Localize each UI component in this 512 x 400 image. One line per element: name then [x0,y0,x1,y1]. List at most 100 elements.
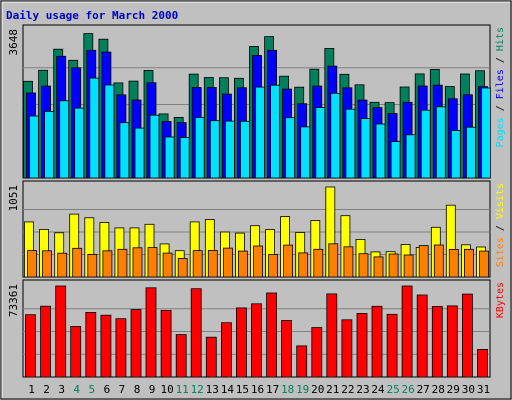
x-tick-label-day-23: 23 [356,383,369,396]
bar-sites-day-4 [72,247,83,278]
legend-item-visits: Visits [495,183,506,219]
x-tick-label-day-21: 21 [326,383,339,396]
bar-sites-day-21 [328,243,339,278]
bar-kbytes-day-4 [70,326,82,378]
bar-kbytes-day-5 [85,311,97,378]
bar-kbytes-day-8 [130,309,142,378]
bar-kbytes-day-25 [386,313,398,378]
bar-pages-day-4 [74,107,85,179]
bar-sites-day-24 [373,256,384,278]
bar-pages-day-11 [179,137,190,179]
bar-sites-day-14 [222,247,233,278]
legend-item-hits: Hits [495,27,506,51]
bar-pages-day-23 [360,118,371,179]
bar-kbytes-day-28 [431,306,443,378]
x-tick-label-day-31: 31 [477,383,490,396]
bar-sites-day-23 [358,253,369,278]
x-tick-label-day-13: 13 [206,383,219,396]
bar-kbytes-day-22 [341,319,353,378]
x-tick-label-day-24: 24 [371,383,385,396]
legend-separator: / [495,99,506,117]
legend-item-pages: Pages [495,117,506,147]
legend-separator: / [495,219,506,237]
bar-sites-day-5 [87,253,98,278]
bar-pages-day-30 [465,126,476,179]
bar-pages-day-21 [330,92,341,179]
x-tick-label-day-4: 4 [73,383,80,396]
x-tick-label-day-26: 26 [401,383,414,396]
bar-pages-day-27 [420,109,431,179]
bar-kbytes-day-18 [281,320,293,378]
bar-sites-day-31 [479,250,489,278]
x-tick-label-day-22: 22 [341,383,354,396]
bar-sites-day-29 [448,248,459,278]
bar-pages-day-16 [255,86,265,179]
bar-pages-day-1 [29,115,39,179]
bar-pages-day-3 [59,100,70,179]
bar-pages-day-14 [224,120,235,179]
bar-sites-day-20 [313,248,324,278]
bar-kbytes-day-20 [311,327,323,378]
bar-sites-day-16 [253,245,263,278]
legend-separator: / [495,51,506,69]
x-tick-label-day-5: 5 [88,383,95,396]
bar-pages-day-31 [481,87,491,179]
bar-pages-day-7 [119,122,130,179]
bar-kbytes-day-21 [326,293,338,378]
x-tick-label-day-29: 29 [447,383,460,396]
bar-sites-day-6 [102,250,113,278]
bar-kbytes-day-31 [477,348,488,378]
bar-kbytes-day-17 [266,292,278,378]
bar-sites-day-2 [42,250,52,278]
bar-kbytes-day-10 [160,309,172,378]
bar-sites-day-15 [237,250,248,278]
bar-pages-day-9 [149,114,160,179]
bar-sites-day-12 [192,250,203,278]
x-tick-label-day-16: 16 [251,383,264,396]
x-tick-label-day-30: 30 [462,383,475,396]
bar-pages-day-8 [134,127,145,179]
bar-pages-day-25 [390,141,401,179]
bar-pages-day-2 [44,111,54,179]
x-tick-label-day-12: 12 [191,383,204,396]
bar-pages-day-5 [89,77,100,179]
x-tick-label-day-11: 11 [176,383,189,396]
bar-sites-day-19 [298,252,309,278]
bar-sites-day-8 [132,247,143,278]
bar-sites-day-30 [463,248,474,278]
bar-kbytes-day-27 [416,294,428,378]
legend-item-files: Files [495,69,506,99]
bar-kbytes-day-23 [356,312,368,378]
bar-sites-day-9 [147,247,158,278]
bar-sites-day-26 [403,254,414,278]
bar-kbytes-day-9 [145,287,157,378]
bar-kbytes-day-12 [190,288,202,378]
y-max-label-hits-files-pages: 3648 [7,29,20,56]
legend-item-sites: Sites [495,237,506,267]
bar-pages-day-10 [164,136,175,179]
bar-kbytes-day-6 [100,314,112,378]
bar-sites-day-1 [27,250,37,278]
x-tick-label-day-18: 18 [281,383,294,396]
bar-sites-day-27 [418,245,429,278]
bar-sites-day-11 [177,258,188,278]
bar-pages-day-26 [405,134,416,179]
bar-sites-day-7 [117,248,128,278]
bar-kbytes-day-29 [446,305,458,378]
bar-pages-day-29 [450,130,461,179]
bar-kbytes-day-14 [220,322,232,378]
bar-sites-day-22 [343,246,354,278]
bar-kbytes-day-3 [55,285,67,378]
bar-kbytes-day-7 [115,318,127,378]
bar-pages-day-20 [315,107,326,179]
bar-kbytes-day-30 [461,293,473,378]
bar-kbytes-day-1 [25,314,36,378]
x-tick-label-day-6: 6 [104,383,111,396]
x-tick-label-day-25: 25 [386,383,399,396]
bar-sites-day-18 [283,244,294,278]
bar-kbytes-day-15 [235,307,247,378]
bar-kbytes-day-2 [40,305,51,378]
x-tick-label-day-17: 17 [266,383,279,396]
chart-title: Daily usage for March 2000 [6,9,178,22]
